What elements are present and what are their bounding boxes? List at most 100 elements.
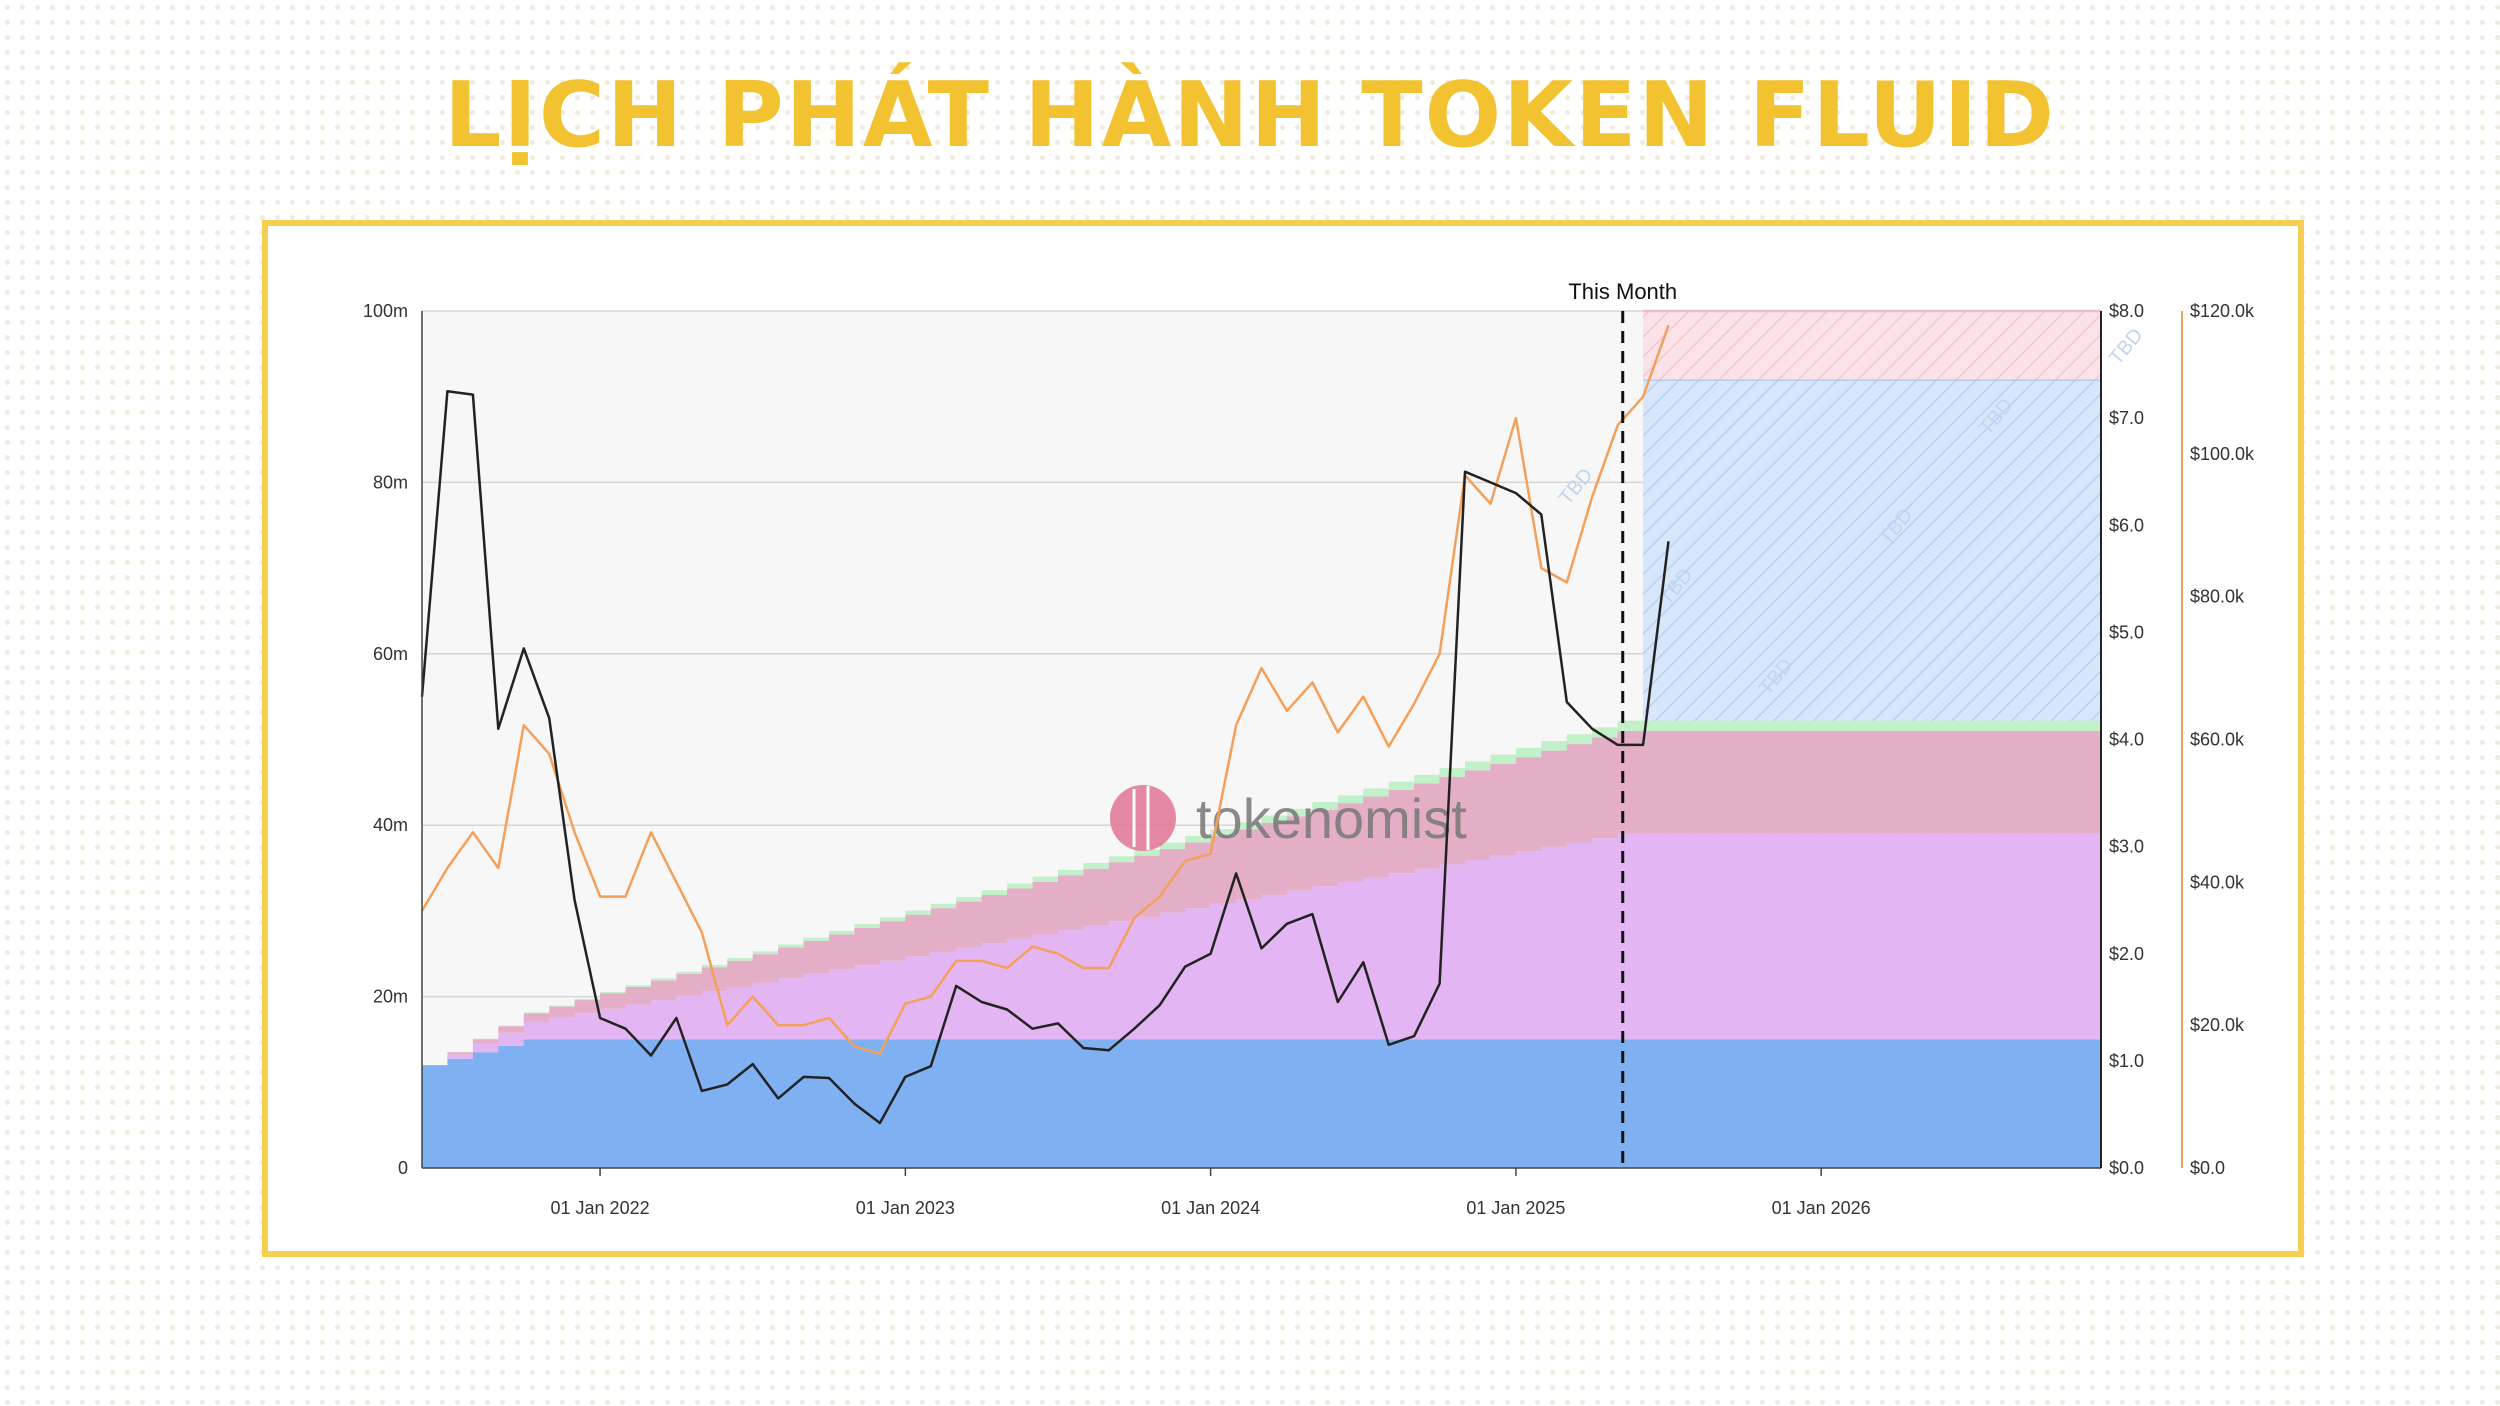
stack-segment-4 xyxy=(1973,720,2000,731)
stack-segment-3 xyxy=(1770,730,1797,834)
stack-segment-2 xyxy=(1541,846,1568,1040)
stack-segment-1 xyxy=(1922,1039,1949,1168)
stack-segment-4 xyxy=(1465,761,1492,771)
stack-segment-1 xyxy=(472,1052,499,1168)
stack-segment-1 xyxy=(1821,1039,1848,1168)
stack-segment-1 xyxy=(1236,1039,1263,1168)
stack-segment-4 xyxy=(879,917,906,922)
stack-segment-2 xyxy=(1948,833,1975,1040)
stack-segment-4 xyxy=(1744,720,1771,731)
stack-segment-2 xyxy=(1872,833,1899,1040)
stack-segment-1 xyxy=(752,1039,779,1168)
stack-segment-3 xyxy=(2050,730,2077,834)
stack-segment-1 xyxy=(956,1039,983,1168)
stack-segment-2 xyxy=(1719,833,1746,1040)
stack-segment-2 xyxy=(1592,838,1619,1040)
y-left-tick-label: 20m xyxy=(373,987,408,1007)
stack-segment-1 xyxy=(1744,1039,1771,1168)
stack-segment-3 xyxy=(625,986,652,1005)
stack-segment-1 xyxy=(523,1039,550,1168)
tbd-band xyxy=(1643,311,2101,380)
stack-segment-2 xyxy=(1922,833,1949,1040)
price-line xyxy=(420,390,1670,1125)
watermark-text: tokenomist xyxy=(1196,787,1467,850)
y-mcap-tick-label: $40.0k xyxy=(2190,872,2245,892)
stack-segment-3 xyxy=(1693,730,1721,834)
stack-segment-2 xyxy=(1999,833,2026,1040)
stack-segment-4 xyxy=(1007,883,1034,889)
y-price-tick-label: $3.0 xyxy=(2109,837,2144,857)
stack-segment-1 xyxy=(1261,1039,1288,1168)
stack-segment-1 xyxy=(1312,1039,1339,1168)
stack-segment-3 xyxy=(1210,835,1237,904)
stack-segment-1 xyxy=(1134,1039,1161,1168)
stack-segment-1 xyxy=(498,1045,525,1168)
stack-segment-2 xyxy=(1007,938,1034,1040)
stack-segment-4 xyxy=(1337,795,1364,804)
stack-segment-2 xyxy=(803,973,830,1040)
stack-segment-1 xyxy=(1007,1039,1034,1168)
stack-segment-3 xyxy=(1744,730,1771,834)
stack-segment-4 xyxy=(2075,720,2102,731)
y-price-tick-label: $8.0 xyxy=(2109,301,2144,321)
stack-segment-3 xyxy=(981,895,1008,944)
stack-segment-1 xyxy=(981,1039,1008,1168)
mcap-line xyxy=(420,324,1670,1055)
x-tick-label: 01 Jan 2024 xyxy=(1161,1198,1260,1218)
stack-segment-2 xyxy=(1057,930,1085,1040)
stack-segment-4 xyxy=(930,903,957,909)
y-price-tick-label: $6.0 xyxy=(2109,515,2144,535)
stack-segment-1 xyxy=(1083,1039,1110,1168)
y-left-tick-label: 0 xyxy=(398,1158,408,1178)
stack-segment-3 xyxy=(1719,730,1746,834)
stack-segment-2 xyxy=(2024,833,2051,1040)
stack-segment-3 xyxy=(1032,881,1059,935)
stack-segment-1 xyxy=(447,1058,474,1168)
stack-segment-2 xyxy=(854,965,881,1040)
stack-segment-4 xyxy=(1185,835,1212,843)
y-price-tick-label: $5.0 xyxy=(2109,622,2144,642)
stack-segment-3 xyxy=(574,1000,601,1014)
stack-segment-3 xyxy=(905,914,932,957)
stack-segment-1 xyxy=(1439,1039,1466,1168)
stack-segment-4 xyxy=(727,958,754,961)
stack-segment-4 xyxy=(1566,734,1593,745)
stack-segment-3 xyxy=(1286,816,1313,891)
stack-segment-1 xyxy=(1159,1039,1186,1168)
x-tick-label: 01 Jan 2026 xyxy=(1772,1198,1871,1218)
stack-segment-4 xyxy=(905,910,932,915)
stack-segment-2 xyxy=(1159,912,1186,1040)
stack-segment-4 xyxy=(1414,774,1441,784)
stack-segment-3 xyxy=(1312,809,1339,887)
stack-segment-1 xyxy=(1210,1039,1237,1168)
stack-segment-1 xyxy=(1566,1039,1593,1168)
stack-segment-2 xyxy=(549,1017,576,1040)
y-price-tick-label: $1.0 xyxy=(2109,1051,2144,1071)
y-left-tick-label: 80m xyxy=(373,472,408,492)
y-price-tick-label: $7.0 xyxy=(2109,408,2144,428)
this-month-marker: This Month xyxy=(1568,279,1677,1168)
stack-segment-1 xyxy=(1286,1039,1313,1168)
stack-segment-4 xyxy=(1541,740,1568,751)
stack-segment-1 xyxy=(1490,1039,1517,1168)
tbd-label: TBD xyxy=(2105,324,2148,369)
stack-segment-1 xyxy=(778,1039,805,1168)
supply-stack xyxy=(422,720,2102,1168)
stack-segment-4 xyxy=(701,964,728,968)
stack-segment-4 xyxy=(1388,781,1415,791)
stack-segment-1 xyxy=(650,1039,677,1168)
stack-segment-3 xyxy=(1846,730,1873,834)
stack-segment-3 xyxy=(1973,730,2000,834)
stack-segment-4 xyxy=(676,971,703,974)
stack-segment-2 xyxy=(778,978,805,1040)
stack-segment-1 xyxy=(1872,1039,1899,1168)
stack-segment-3 xyxy=(803,940,830,974)
stack-segment-4 xyxy=(1821,720,1848,731)
y-price-tick-label: $0.0 xyxy=(2109,1158,2144,1178)
stack-segment-2 xyxy=(1286,890,1313,1040)
stack-segment-1 xyxy=(1414,1039,1441,1168)
stack-segment-4 xyxy=(1668,720,1695,731)
price-lines xyxy=(420,324,1670,1125)
stack-segment-4 xyxy=(1210,829,1237,836)
stack-segment-2 xyxy=(2075,833,2102,1040)
